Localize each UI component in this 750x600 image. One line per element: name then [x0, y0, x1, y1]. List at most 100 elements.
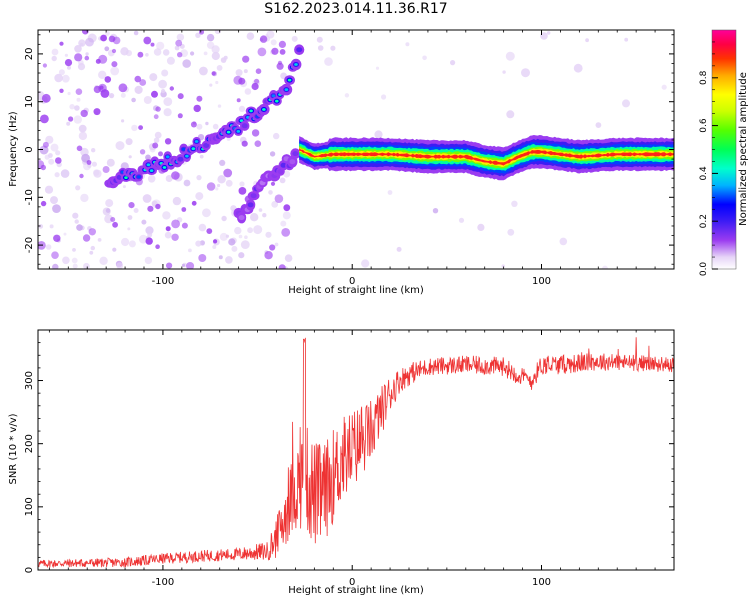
y-tick-label: 0 [24, 146, 35, 152]
spectrogram-speckle [166, 56, 175, 65]
spectrogram-speckle [112, 247, 117, 252]
spectrogram-speckle [83, 262, 90, 269]
spectrogram-speckle [55, 150, 61, 156]
spectrogram-speckle [67, 65, 71, 70]
spectrogram-x-axis-label: Height of straight line (km) [288, 285, 424, 296]
spectrogram-speckle [242, 55, 250, 63]
spectrogram-speckle [244, 88, 252, 95]
spectrogram-speckle [202, 208, 211, 218]
y-tick-label: 200 [24, 434, 35, 453]
spectrogram-speckle [269, 244, 276, 251]
spectrogram-speckle [279, 177, 286, 184]
spectrogram-speckle [235, 69, 243, 77]
spectrogram-speckle [166, 262, 173, 269]
spectrogram-speckle [155, 203, 161, 210]
spectrogram-speckle [155, 106, 161, 112]
spectrogram-blob-peak [294, 63, 298, 66]
spectrogram-speckle [78, 131, 88, 141]
spectrogram-speckle [259, 35, 268, 43]
colorbar-tick-label: 0.0 [699, 262, 709, 277]
spectrogram-speckle [196, 123, 203, 130]
spectrogram-speckle [244, 235, 248, 239]
spectrogram-speckle [138, 125, 144, 130]
spectrogram-speckle [61, 74, 70, 83]
spectrogram-speckle [177, 93, 184, 100]
snr-y-axis-label: SNR (10 * v/v) [8, 413, 19, 484]
spectrogram-speckle [90, 245, 96, 251]
spectrogram-speckle [71, 257, 78, 264]
spectrogram-speckle [69, 104, 75, 110]
spectrogram-speckle [82, 234, 91, 242]
spectrogram-speckle [573, 63, 583, 73]
spectrogram-speckle [112, 221, 118, 228]
spectrogram-speckle [225, 256, 233, 264]
spectrogram-blob-peak [185, 154, 189, 158]
spectrogram-speckle [264, 251, 273, 260]
spectrogram-speckle [105, 208, 111, 213]
spectrogram-speckle [182, 59, 191, 68]
spectrogram-blob-core [289, 159, 296, 165]
spectrogram-speckle [144, 256, 153, 265]
colorbar-gradient [712, 30, 736, 269]
spectrogram-speckle [316, 36, 323, 43]
spectrogram-speckle [270, 39, 277, 46]
spectrogram-speckle [53, 234, 61, 242]
spectrogram-speckle [158, 79, 168, 89]
y-tick-label: -10 [24, 189, 35, 205]
spectrogram-speckle [521, 68, 530, 78]
snr-x-axis-label: Height of straight line (km) [288, 585, 424, 596]
spectrogram-speckle [79, 173, 84, 179]
spectrogram-speckle [67, 91, 71, 96]
spectrogram-speckle [183, 179, 191, 187]
snr-series-line [38, 337, 674, 569]
spectrogram-speckle [217, 175, 226, 184]
spectrogram-speckle [330, 45, 336, 51]
spectrogram-speckle [624, 37, 629, 42]
spectrogram-speckle [251, 129, 260, 137]
spectrogram-speckle [247, 227, 254, 234]
spectrogram-speckle [40, 164, 46, 171]
spectrogram-speckle [231, 245, 238, 252]
spectrogram-speckle [226, 136, 231, 141]
spectrogram-blob-peak [284, 88, 289, 91]
spectrogram-blob-core [177, 156, 184, 162]
spectrogram-speckle [147, 205, 154, 212]
spectrogram-speckle [154, 131, 162, 139]
spectrogram-speckle [190, 51, 195, 56]
spectrogram-speckle [387, 190, 393, 195]
spectrogram-speckle [40, 114, 49, 124]
spectrogram-blob-peak [287, 78, 292, 82]
spectrogram-speckle [76, 97, 81, 102]
spectrogram-speckle [246, 32, 255, 40]
y-tick-label: 100 [24, 497, 35, 516]
spectrogram-speckle [55, 157, 62, 164]
spectrogram-speckle [250, 213, 259, 222]
spectrogram-speckle [134, 75, 142, 83]
spectrogram-speckle [50, 143, 59, 152]
spectrogram-speckle [51, 48, 59, 56]
spectrogram-speckle [158, 151, 163, 157]
snr-frame [37, 329, 675, 571]
spectrogram-speckle [66, 121, 71, 126]
spectrogram-speckle [142, 194, 152, 203]
spectrogram-speckle [171, 233, 179, 241]
spectrogram-speckle [145, 226, 154, 235]
spectrogram-speckle [211, 71, 216, 76]
spectrogram-speckle [169, 86, 174, 91]
x-tick-label: 0 [349, 276, 355, 287]
spectrogram-speckle [274, 194, 284, 203]
spectrogram-speckle [59, 88, 64, 94]
spectrogram-speckle [48, 153, 53, 158]
spectrogram-speckle [268, 190, 273, 195]
spectrogram-speckle [84, 55, 90, 61]
spectrogram-speckle [164, 138, 172, 145]
spectrogram-speckle [137, 51, 144, 58]
spectrogram-speckle [72, 263, 78, 269]
spectrogram-speckle [75, 88, 83, 95]
spectrogram-speckle [133, 30, 139, 36]
spectrogram-speckle [546, 31, 551, 35]
spectrogram-speckle [44, 185, 54, 194]
spectrogram-speckle [193, 104, 201, 113]
spectrogram-speckle [278, 264, 286, 269]
